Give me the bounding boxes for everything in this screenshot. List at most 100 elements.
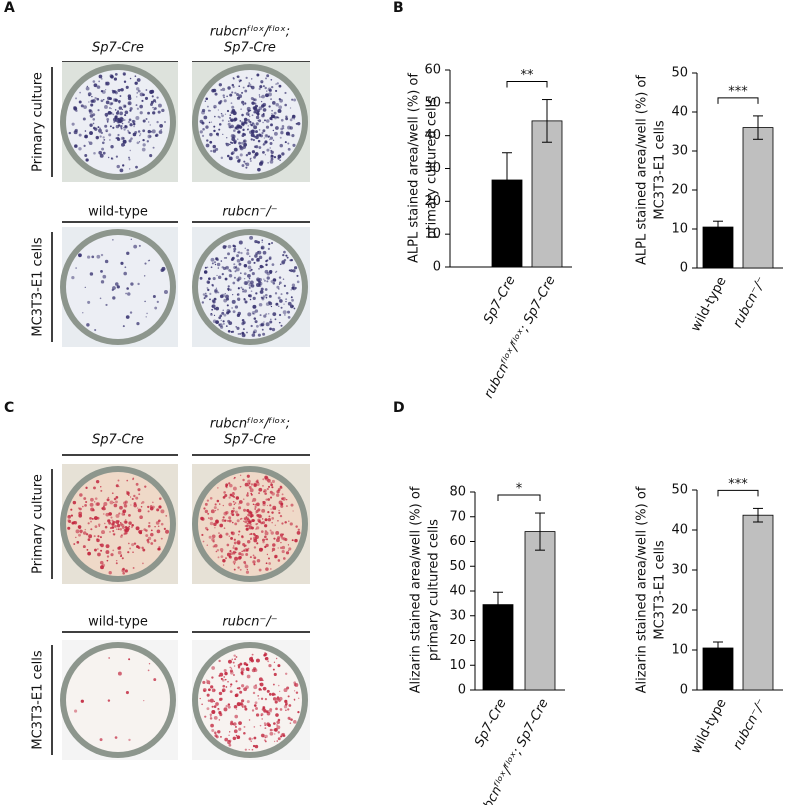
stain-dot — [241, 550, 243, 553]
stain-dot — [211, 88, 215, 93]
stain-dot — [284, 103, 287, 107]
stain-dot — [136, 507, 139, 509]
stain-dot — [133, 494, 136, 498]
stain-dot — [260, 689, 263, 691]
stain-dot — [261, 548, 264, 551]
stain-dot — [154, 107, 157, 110]
stain-dot — [103, 501, 108, 506]
stain-dot — [279, 708, 283, 711]
stain-dot — [233, 568, 236, 571]
stain-dot — [289, 522, 293, 526]
stain-dot — [230, 512, 233, 515]
stain-dot — [243, 289, 247, 293]
stain-dot — [294, 538, 298, 543]
y-tick-label: 60 — [449, 534, 466, 549]
stain-dot — [209, 140, 213, 144]
stain-dot — [104, 105, 108, 109]
stain-dot — [128, 542, 130, 545]
stain-dot — [215, 520, 219, 524]
stain-dot — [232, 85, 235, 88]
stain-dot — [253, 261, 256, 264]
stain-dot — [258, 280, 261, 283]
stain-dot — [227, 680, 229, 683]
x-tick-label: Sp7-Cre — [481, 273, 519, 326]
stain-dot — [254, 320, 258, 324]
stain-dot — [90, 507, 95, 512]
stain-dot — [78, 533, 81, 537]
stain-dot — [229, 550, 232, 553]
stain-dot — [237, 276, 242, 281]
stain-dot — [248, 83, 252, 87]
well-photo — [60, 640, 178, 760]
stain-dot — [100, 269, 103, 273]
stain-dot — [233, 729, 238, 734]
stain-dot — [250, 492, 253, 495]
stain-dot — [85, 158, 89, 162]
stain-dot — [252, 497, 257, 502]
stain-dot — [237, 664, 241, 667]
stain-dot — [138, 529, 142, 534]
stain-dot — [211, 262, 214, 265]
stain-dot — [251, 653, 254, 656]
stain-dot — [274, 554, 278, 559]
stain-dot — [158, 103, 162, 108]
stain-dot — [253, 736, 257, 740]
stain-dot — [98, 128, 102, 133]
stain-dot — [267, 498, 271, 501]
stain-dot — [106, 118, 110, 121]
stain-dot — [147, 505, 150, 509]
error-bar — [542, 99, 552, 143]
stain-dot — [124, 114, 127, 117]
stain-dot — [243, 272, 247, 276]
stain-dot — [251, 150, 256, 154]
stain-dot — [151, 95, 154, 98]
stain-dot — [142, 129, 146, 133]
stain-dot — [244, 89, 248, 93]
stain-dot — [255, 324, 259, 328]
x-tick-label: rubcnᶠˡᵒˣ/ᶠˡᵒˣ; Sp7-Cre — [474, 696, 551, 805]
column-label: rubcn⁻/⁻ — [222, 205, 277, 220]
stain-dot — [128, 514, 131, 517]
stain-dot — [79, 493, 83, 497]
stain-dot — [210, 723, 214, 728]
stain-dot — [262, 500, 266, 505]
stain-dot — [105, 81, 108, 84]
stain-dot — [232, 486, 237, 491]
stain-dot — [237, 251, 241, 254]
y-tick-label: 20 — [671, 603, 688, 618]
stain-dot — [230, 258, 234, 261]
stain-dot — [283, 557, 286, 560]
stain-dot — [206, 707, 210, 711]
stain-dot — [223, 96, 225, 99]
stain-dot — [73, 543, 76, 546]
stain-dot — [235, 326, 237, 328]
stain-dot — [213, 129, 216, 133]
stain-dot — [269, 504, 272, 507]
stain-dot — [261, 718, 263, 720]
stain-dot — [245, 162, 250, 167]
well-photo — [192, 640, 310, 760]
stain-dot — [211, 710, 216, 715]
stain-dot — [158, 497, 162, 500]
stain-dot — [292, 305, 294, 308]
stain-dot — [83, 497, 87, 500]
stain-dot — [144, 96, 149, 100]
stain-dot — [260, 287, 264, 291]
stain-dot — [250, 85, 255, 90]
stain-dot — [278, 690, 281, 693]
stain-dot — [142, 119, 146, 123]
stain-dot — [265, 567, 269, 571]
stain-dot — [136, 78, 141, 82]
stain-dot — [243, 731, 246, 735]
stain-dot — [245, 663, 249, 667]
stain-dot — [254, 503, 257, 506]
stain-dot — [147, 524, 151, 528]
stain-dot — [120, 88, 124, 92]
stain-dot — [269, 320, 273, 324]
stain-dot — [129, 547, 132, 550]
stain-dot — [258, 119, 262, 123]
stain-dot — [243, 142, 248, 147]
stain-dot — [99, 560, 104, 565]
stain-dot — [269, 142, 273, 145]
